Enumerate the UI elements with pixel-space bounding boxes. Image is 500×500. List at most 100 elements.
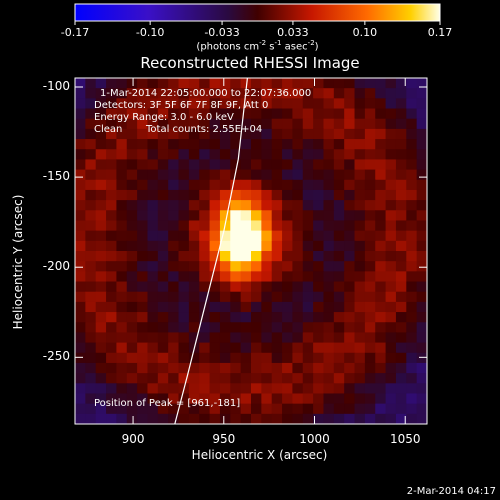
x-tick-label: 900 (121, 432, 145, 446)
heatmap-cell (395, 118, 407, 130)
heatmap-cell (333, 373, 345, 384)
heatmap-cell (385, 291, 397, 303)
heatmap-cell (333, 128, 345, 140)
heatmap-cell (230, 88, 242, 99)
heatmap-cell (188, 413, 200, 424)
heatmap-cell (137, 210, 149, 222)
heatmap-cell (209, 200, 221, 211)
heatmap-cell (126, 210, 138, 222)
heatmap-cell (209, 128, 221, 140)
heatmap-cell (240, 352, 252, 364)
heatmap-cell (95, 78, 107, 89)
heatmap-cell (251, 149, 262, 161)
heatmap-cell (271, 189, 283, 201)
heatmap-cell (209, 88, 221, 99)
heatmap-cell (406, 383, 418, 395)
heatmap-cell (344, 78, 356, 89)
heatmap-cell (385, 98, 397, 110)
heatmap-cell (199, 271, 211, 283)
heatmap-cell (292, 342, 304, 354)
heatmap-cell (302, 261, 314, 272)
heatmap-cell (168, 271, 180, 283)
heatmap-cell (106, 301, 118, 313)
heatmap-cell (406, 98, 418, 110)
heatmap-cell (395, 403, 407, 415)
heatmap-cell (75, 149, 86, 161)
heatmap-cell (85, 230, 97, 242)
heatmap-cell (230, 383, 242, 395)
heatmap-cell (344, 179, 356, 191)
heatmap-cell (333, 169, 345, 181)
heatmap-cell (375, 362, 387, 374)
heatmap-cell (106, 200, 118, 211)
heatmap-cell (199, 169, 211, 181)
heatmap-cell (313, 301, 325, 313)
heatmap-cell (85, 118, 97, 130)
heatmap-cell (178, 159, 190, 171)
heatmap-cell (199, 251, 211, 262)
heatmap-cell (157, 413, 169, 424)
heatmap-cell (219, 373, 231, 384)
heatmap-cell (323, 108, 335, 120)
heatmap-cell (75, 352, 86, 364)
heatmap-cell (261, 78, 273, 89)
heatmap-cell (261, 98, 273, 110)
heatmap-cell (282, 322, 294, 334)
heatmap-cell (375, 291, 387, 303)
heatmap-cell (147, 230, 159, 242)
heatmap-cell (302, 342, 314, 354)
colorbar-ticks (74, 21, 441, 25)
heatmap-cell (85, 210, 97, 222)
heatmap-cell (75, 98, 86, 110)
heatmap-cell (395, 139, 407, 150)
heatmap-cell (416, 200, 427, 211)
heatmap-cell (209, 322, 221, 334)
heatmap-cell (364, 251, 376, 262)
heatmap-cell (282, 332, 294, 344)
heatmap-cell (209, 413, 221, 424)
heatmap-cell (126, 373, 138, 384)
heatmap-cell (219, 169, 231, 181)
heatmap-cell (188, 332, 200, 344)
heatmap-cell (168, 189, 180, 201)
heatmap-cell (261, 271, 273, 283)
heatmap-cell (292, 373, 304, 384)
heatmap-cell (375, 118, 387, 130)
heatmap-cell (313, 383, 325, 395)
heatmap-cell (333, 108, 345, 120)
heatmap-cell (375, 383, 387, 395)
heatmap-cell (261, 291, 273, 303)
heatmap-cell (271, 383, 283, 395)
heatmap-cell (313, 220, 325, 232)
heatmap-cell (75, 291, 86, 303)
heatmap-cell (282, 128, 294, 140)
heatmap-cell (261, 403, 273, 415)
heatmap-cell (75, 108, 86, 120)
heatmap-cell (240, 312, 252, 323)
heatmap-cell (333, 291, 345, 303)
heatmap-cell (271, 251, 283, 262)
heatmap-cell (271, 332, 283, 344)
heatmap-cell (75, 373, 86, 384)
heatmap-cell (240, 403, 252, 415)
colorbar-tick-label: 0.033 (277, 26, 309, 39)
heatmap-cell (240, 118, 252, 130)
heatmap-cell (354, 251, 366, 262)
heatmap-cell (75, 261, 86, 272)
heatmap-cell (85, 220, 97, 232)
heatmap-cell (395, 271, 407, 283)
heatmap-cell (188, 301, 200, 313)
heatmap-cell (261, 413, 273, 424)
heatmap-cell (271, 179, 283, 191)
heatmap-cell (240, 108, 252, 120)
heatmap-cell (116, 373, 128, 384)
heatmap-cell (126, 128, 138, 140)
heatmap-cell (157, 271, 169, 283)
heatmap-cell (116, 261, 128, 272)
heatmap-cell (95, 98, 107, 110)
heatmap-cell (240, 220, 252, 232)
heatmap-cell (219, 301, 231, 313)
heatmap-cell (168, 403, 180, 415)
heatmap-cell (240, 139, 252, 150)
